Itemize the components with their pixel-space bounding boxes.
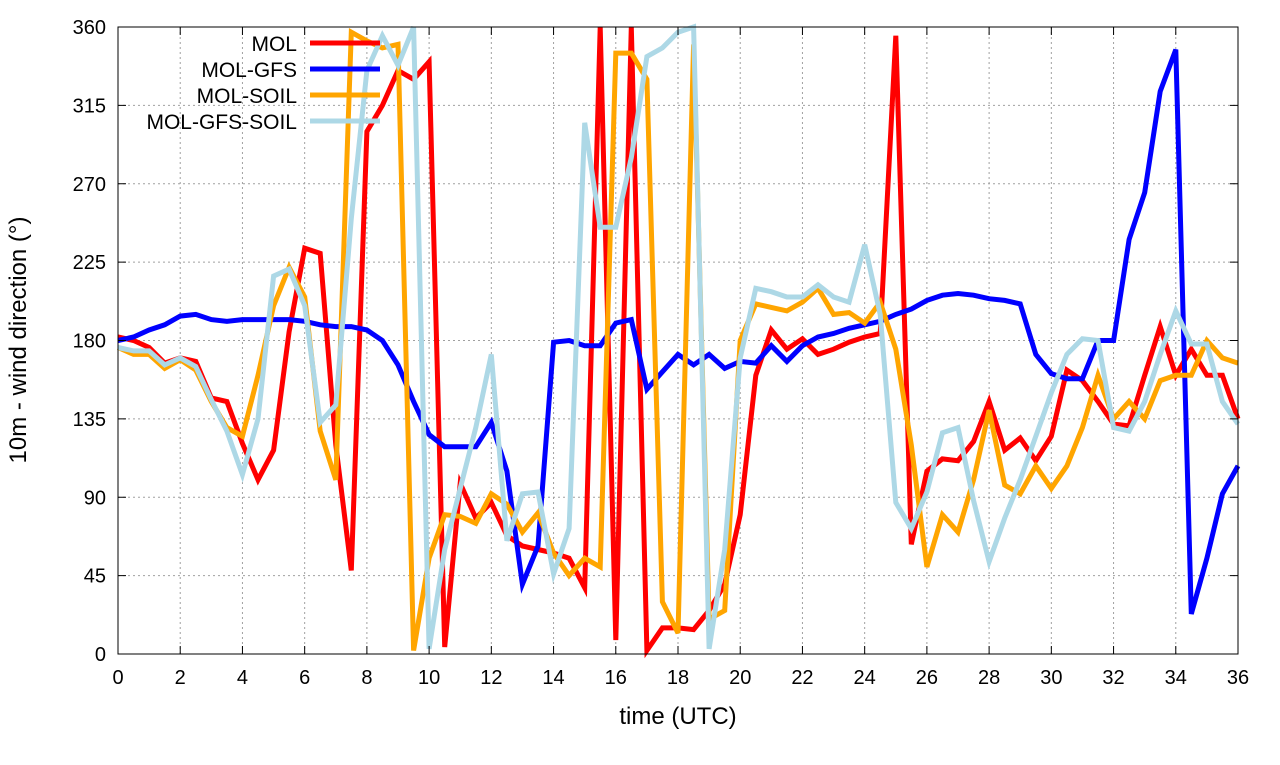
x-tick-label: 8 (361, 667, 372, 689)
x-tick-label: 4 (237, 667, 248, 689)
y-tick-label: 135 (73, 409, 106, 431)
x-tick-label: 26 (916, 667, 938, 689)
legend-label: MOL (251, 33, 297, 56)
x-tick-label: 14 (542, 667, 564, 689)
grid (118, 27, 1238, 654)
y-tick-label: 0 (95, 644, 106, 666)
x-tick-label: 30 (1040, 667, 1062, 689)
x-tick-label: 34 (1165, 667, 1187, 689)
x-tick-label: 12 (480, 667, 502, 689)
legend-label: MOL-GFS-SOIL (146, 111, 297, 134)
ticks: 0 2 4 6 8 10 12 14 16 18 20 22 24 26 28 30 32 34 360459013… (73, 17, 1250, 689)
x-tick-label: 6 (299, 667, 310, 689)
x-tick-label: 32 (1102, 667, 1124, 689)
x-tick-label: 22 (791, 667, 813, 689)
x-tick-label: 2 (175, 667, 186, 689)
legend-label: MOL-GFS (201, 59, 297, 82)
y-axis-label: 10m - wind direction (°) (5, 216, 32, 463)
y-tick-label: 270 (73, 174, 106, 196)
series-line-mol-soil (116, 28, 1239, 651)
series-line-mol-gfs (117, 48, 1241, 615)
x-tick-label: 20 (729, 667, 751, 689)
x-tick-label: 10 (418, 667, 440, 689)
legend-label: MOL-SOIL (197, 85, 297, 108)
y-tick-label: 90 (84, 487, 106, 509)
x-tick-label: 24 (854, 667, 876, 689)
y-tick-label: 315 (73, 95, 106, 117)
x-tick-label: 18 (667, 667, 689, 689)
series-lines (116, 23, 1241, 659)
y-tick-label: 180 (73, 331, 106, 353)
legend: MOL MOL-GFS MOL-SOIL MOL-GFS-SOIL (146, 33, 380, 134)
y-tick-label: 360 (73, 17, 106, 39)
x-tick-label: 16 (605, 667, 627, 689)
x-axis-label: time (UTC) (619, 703, 736, 730)
x-tick-label: 36 (1227, 667, 1249, 689)
x-tick-label: 28 (978, 667, 1000, 689)
y-tick-label: 45 (84, 566, 106, 588)
x-tick-label: 0 (112, 667, 123, 689)
y-tick-label: 225 (73, 252, 106, 274)
